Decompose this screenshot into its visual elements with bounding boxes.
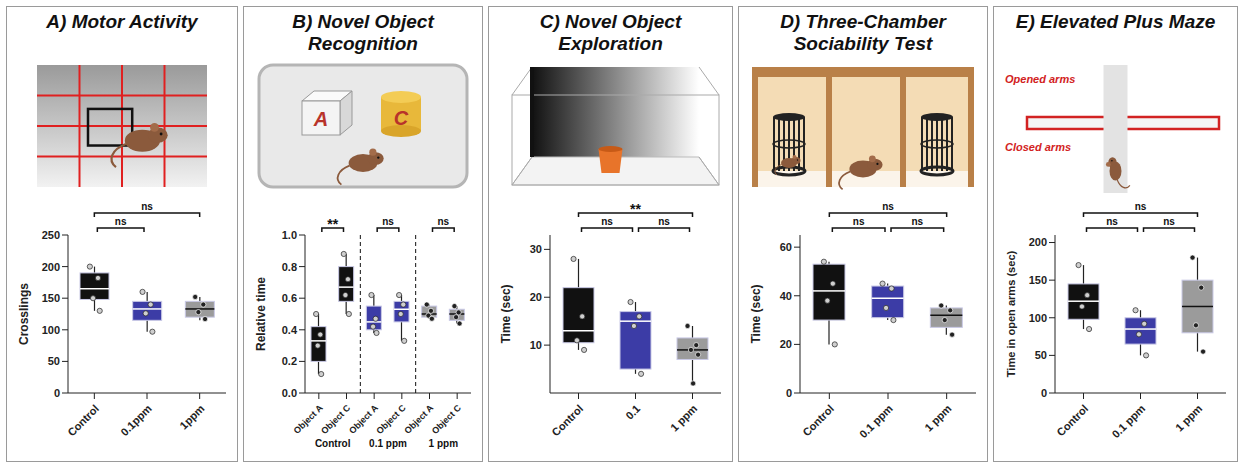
svg-text:Closed arms: Closed arms [1005, 141, 1071, 153]
svg-text:0.1 ppm: 0.1 ppm [369, 438, 407, 449]
svg-text:Object A: Object A [291, 402, 325, 436]
svg-text:ns: ns [601, 216, 613, 227]
svg-text:100: 100 [42, 324, 60, 336]
svg-text:ns: ns [382, 216, 394, 227]
svg-text:0.8: 0.8 [282, 261, 297, 273]
svg-text:ns: ns [882, 201, 894, 212]
svg-text:1 ppm: 1 ppm [429, 438, 459, 449]
svg-text:10: 10 [530, 339, 542, 351]
svg-text:0.1ppm: 0.1ppm [118, 402, 154, 438]
svg-text:0.6: 0.6 [282, 292, 297, 304]
html-text:C) Novel Object Exploration: C) Novel Object Exploration [539, 11, 682, 54]
svg-text:1 ppm: 1 ppm [922, 402, 954, 434]
svg-text:ns: ns [1135, 201, 1147, 212]
svg-text:1ppm: 1ppm [177, 402, 206, 431]
html-text:E) Elevated Plus Maze: E) Elevated Plus Maze [1015, 11, 1216, 32]
svg-text:0.4: 0.4 [282, 324, 298, 336]
svg-text:Crosslings: Crosslings [17, 283, 31, 345]
svg-text:ns: ns [437, 216, 449, 227]
svg-text:0.1: 0.1 [623, 402, 642, 421]
svg-text:ns: ns [853, 216, 865, 227]
svg-text:Control: Control [1054, 402, 1090, 438]
svg-text:ns: ns [141, 201, 153, 212]
html-text:D) Three-Chamber Sociability T: D) Three-Chamber Sociability Test [780, 11, 946, 54]
svg-text:Object C: Object C [374, 402, 408, 436]
svg-text:ns: ns [911, 216, 923, 227]
svg-text:100: 100 [1029, 312, 1047, 324]
svg-text:**: ** [630, 201, 641, 217]
svg-text:ns: ns [1106, 216, 1118, 227]
svg-text:0.1 ppm: 0.1 ppm [857, 402, 895, 440]
svg-text:250: 250 [42, 229, 60, 241]
svg-text:150: 150 [1029, 274, 1047, 286]
svg-text:20: 20 [780, 338, 792, 350]
svg-text:1 ppm: 1 ppm [1173, 402, 1205, 434]
html-text:A) Motor Activity: A) Motor Activity [46, 11, 198, 32]
svg-text:Time in open arms (sec): Time in open arms (sec) [1005, 250, 1017, 377]
svg-text:Object C: Object C [430, 402, 464, 436]
svg-text:Object A: Object A [402, 402, 436, 436]
svg-text:Opened arms: Opened arms [1005, 73, 1075, 85]
svg-text:**: ** [327, 216, 338, 232]
svg-text:Control: Control [549, 402, 585, 438]
svg-text:1 ppm: 1 ppm [668, 402, 700, 434]
svg-text:Control: Control [315, 438, 351, 449]
svg-text:Time (sec): Time (sec) [749, 284, 763, 343]
svg-text:50: 50 [48, 355, 60, 367]
svg-text:Time (sec): Time (sec) [499, 284, 513, 343]
svg-text:1.0: 1.0 [282, 229, 297, 241]
svg-text:Object A: Object A [347, 402, 380, 436]
svg-text:60: 60 [780, 241, 792, 253]
svg-text:0: 0 [1041, 387, 1047, 399]
svg-text:0.1 ppm: 0.1 ppm [1109, 402, 1147, 440]
svg-text:ns: ns [1163, 216, 1175, 227]
svg-text:0.2: 0.2 [282, 355, 297, 367]
svg-text:Control: Control [800, 402, 836, 438]
svg-text:30: 30 [530, 243, 542, 255]
svg-text:C: C [394, 107, 409, 129]
svg-text:Object C: Object C [319, 402, 353, 436]
html-text:B) Novel Object Recognition: B) Novel Object Recognition [292, 11, 434, 54]
svg-text:50: 50 [1035, 349, 1047, 361]
svg-text:Control: Control [65, 402, 101, 438]
svg-text:20: 20 [530, 291, 542, 303]
svg-text:A: A [313, 108, 328, 130]
svg-text:ns: ns [115, 216, 127, 227]
svg-text:0: 0 [786, 387, 792, 399]
svg-text:150: 150 [42, 292, 60, 304]
svg-text:200: 200 [42, 261, 60, 273]
svg-text:40: 40 [780, 290, 792, 302]
svg-text:Relative time: Relative time [254, 277, 268, 351]
svg-text:200: 200 [1029, 236, 1047, 248]
svg-text:ns: ns [658, 216, 670, 227]
svg-text:0.0: 0.0 [282, 387, 297, 399]
svg-text:0: 0 [54, 387, 60, 399]
